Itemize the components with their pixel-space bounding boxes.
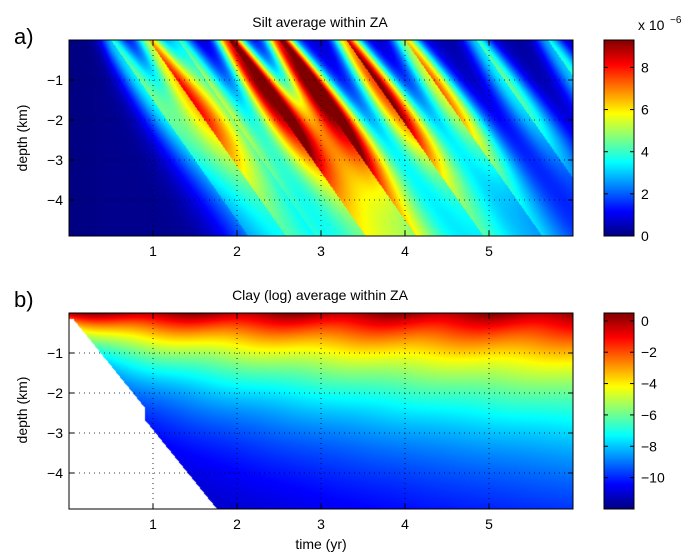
panel-a-ylabel: depth (km) — [14, 105, 30, 172]
x-tick-label: 4 — [401, 516, 409, 532]
panel-b-ticks: 1 2 3 4 5 −1 −2 −3 −4 — [47, 313, 573, 532]
y-tick-label: −1 — [47, 345, 63, 361]
colorbar-a-multiplier: x 10 — [638, 17, 665, 33]
y-tick-label: −4 — [47, 192, 63, 208]
colorbar-tick-label: 0 — [641, 313, 649, 329]
y-tick-label: −1 — [47, 72, 63, 88]
x-tick-label: 1 — [149, 516, 157, 532]
panel-b-heatmap — [69, 313, 573, 509]
panel-a-heatmap — [69, 40, 573, 236]
colorbar-b-bar — [603, 312, 635, 510]
colorbar-tick-label: −4 — [641, 376, 657, 392]
x-tick-label: 2 — [233, 516, 241, 532]
panel-a-ticks: 1 2 3 4 5 −1 −2 −3 −4 — [47, 40, 573, 259]
x-tick-label: 5 — [485, 243, 493, 259]
x-tick-label: 1 — [149, 243, 157, 259]
x-tick-label: 4 — [401, 243, 409, 259]
panel-b-ylabel: depth (km) — [14, 377, 30, 444]
colorbar-a-ticks: 0 2 4 6 8 — [604, 59, 649, 244]
panel-a-title: Silt average within ZA — [252, 14, 388, 30]
panel-a: a) Silt average within ZA depth (km) 1 2 3… — [14, 14, 574, 259]
colorbar-tick-label: 0 — [641, 228, 649, 244]
colorbar-tick-label: 4 — [641, 144, 649, 160]
colorbar-a-exponent: −6 — [670, 15, 682, 26]
panel-a-grid — [69, 40, 573, 236]
x-tick-label: 3 — [317, 516, 325, 532]
y-tick-label: −2 — [47, 112, 63, 128]
colorbar-tick-label: −8 — [641, 438, 657, 454]
colorbar-tick-label: 6 — [641, 102, 649, 118]
colorbar-tick-label: 2 — [641, 186, 649, 202]
panel-b-label: b) — [14, 287, 34, 312]
y-tick-label: −2 — [47, 385, 63, 401]
colorbar-tick-label: 8 — [641, 59, 649, 75]
colorbar-a: x 10 −6 0 2 4 6 8 — [603, 15, 682, 244]
colorbar-b-ticks: 0 −2 −4 −6 −8 −10 — [604, 313, 665, 486]
x-tick-label: 3 — [317, 243, 325, 259]
y-tick-label: −4 — [47, 465, 63, 481]
panel-a-label: a) — [14, 24, 34, 49]
x-tick-label: 2 — [233, 243, 241, 259]
colorbar-a-bar — [603, 39, 635, 237]
panel-b-xlabel: time (yr) — [295, 536, 346, 552]
panel-b: b) Clay (log) average within ZA depth (k… — [14, 287, 574, 552]
x-tick-label: 5 — [485, 516, 493, 532]
panel-b-grid — [69, 313, 573, 509]
colorbar-tick-label: −2 — [641, 344, 657, 360]
y-tick-label: −3 — [47, 152, 63, 168]
panel-b-title: Clay (log) average within ZA — [232, 287, 409, 303]
colorbar-tick-label: −6 — [641, 407, 657, 423]
y-tick-label: −3 — [47, 425, 63, 441]
colorbar-tick-label: −10 — [641, 470, 665, 486]
colorbar-b: 0 −2 −4 −6 −8 −10 — [603, 312, 665, 510]
